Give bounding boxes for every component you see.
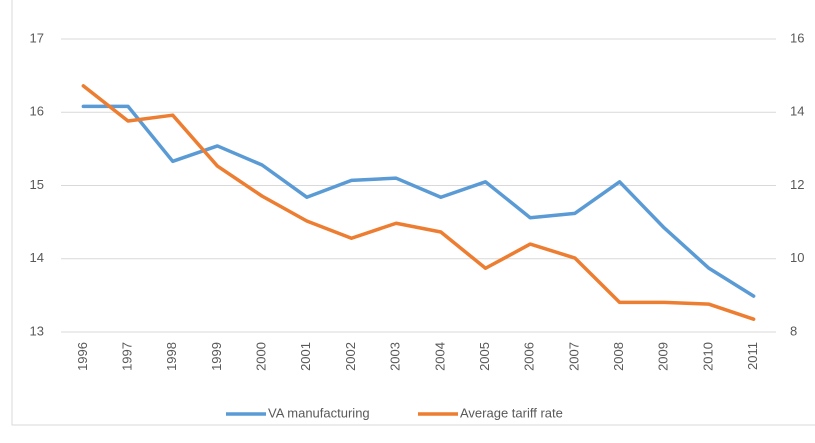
x-tick-label: 2007 — [566, 342, 581, 371]
x-tick-label: 2009 — [656, 342, 671, 371]
x-tick-label: 1999 — [209, 342, 224, 371]
x-tick-label: 1998 — [164, 342, 179, 371]
y2-tick-label: 10 — [790, 250, 804, 265]
y-tick-label: 15 — [30, 177, 44, 192]
x-tick-label: 2000 — [254, 342, 269, 371]
chart-frame — [11, 0, 815, 426]
y2-tick-label: 16 — [790, 30, 804, 45]
legend-label: Average tariff rate — [460, 405, 563, 420]
y-tick-label: 13 — [30, 323, 44, 338]
x-tick-label: 2004 — [432, 342, 447, 371]
x-tick-label: 2010 — [700, 342, 715, 371]
y2-tick-label: 12 — [790, 177, 804, 192]
data-line — [81, 104, 756, 298]
x-tick-label: 2003 — [388, 342, 403, 371]
legend-label: VA manufacturing — [268, 405, 370, 420]
y-tick-label: 17 — [30, 30, 44, 45]
y2-tick-label: 14 — [790, 104, 804, 119]
x-tick-label: 1997 — [119, 342, 134, 371]
x-tick-label: 2011 — [745, 342, 760, 370]
data-line — [81, 84, 756, 321]
x-tick-label: 2002 — [343, 342, 358, 371]
x-tick-label: 2006 — [522, 342, 537, 371]
x-tick-label: 2005 — [477, 342, 492, 371]
y-tick-label: 14 — [30, 250, 44, 265]
x-tick-label: 2008 — [611, 342, 626, 371]
x-tick-label: 2001 — [298, 342, 313, 371]
y-tick-label: 16 — [30, 104, 44, 119]
x-tick-label: 1996 — [75, 342, 90, 371]
y2-tick-label: 8 — [790, 323, 797, 338]
